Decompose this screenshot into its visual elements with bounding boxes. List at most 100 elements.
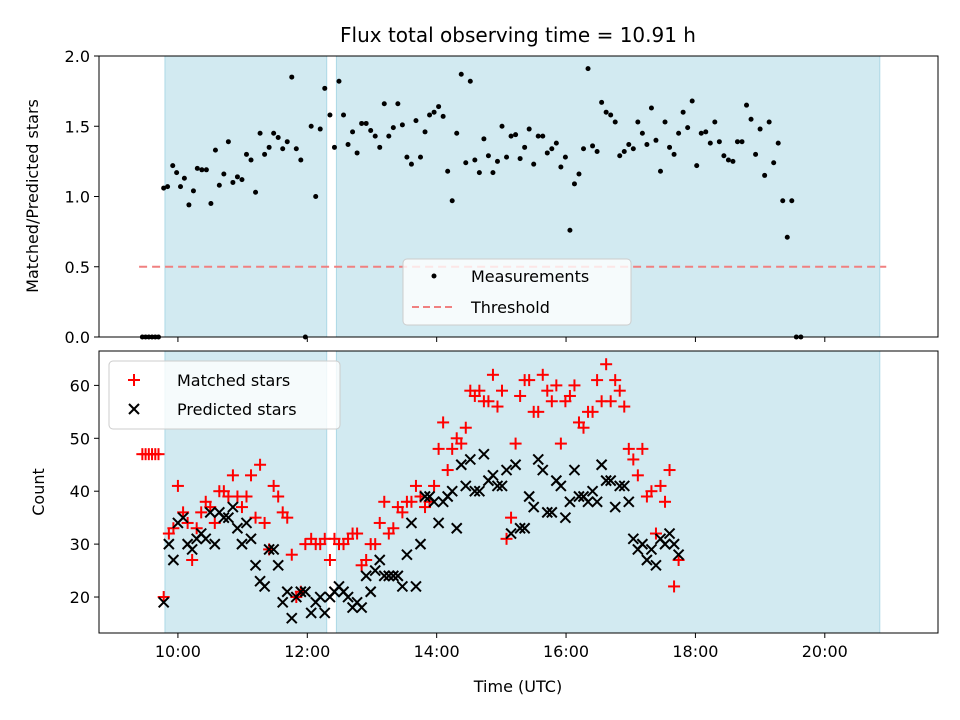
- matched-point: [267, 479, 280, 492]
- measurement-point: [293, 146, 299, 152]
- measurement-point: [662, 119, 668, 125]
- measurement-point: [653, 137, 659, 143]
- matched-point: [631, 469, 644, 482]
- matched-point: [536, 368, 549, 381]
- predicted-point: [555, 480, 567, 492]
- measurement-point: [558, 164, 564, 170]
- predicted-point: [396, 580, 409, 593]
- legend-threshold-label: Threshold: [470, 298, 550, 317]
- predicted-point: [360, 570, 372, 582]
- measurement-point: [784, 234, 790, 240]
- measurement-point: [408, 161, 414, 167]
- measurement-point: [549, 146, 555, 152]
- predicted-point: [378, 570, 390, 582]
- observing-window-1: [335, 350, 881, 634]
- legend-matched-marker: [128, 374, 140, 386]
- measurement-point: [635, 119, 641, 125]
- predicted-point: [672, 548, 685, 561]
- measurement-point: [657, 168, 663, 174]
- measurement-point: [322, 85, 328, 91]
- matched-point: [486, 368, 499, 381]
- measurement-points: [139, 66, 804, 340]
- predicted-point: [432, 517, 445, 529]
- matched-point: [482, 395, 495, 408]
- measurement-point: [734, 139, 740, 145]
- measurement-point: [775, 140, 781, 146]
- predicted-point: [518, 522, 531, 534]
- measurement-point: [234, 174, 240, 180]
- measurement-point: [562, 154, 568, 160]
- matched-point: [568, 379, 581, 392]
- legend-predicted-label: Predicted stars: [177, 400, 297, 419]
- matched-point: [409, 479, 422, 492]
- bottom-y-axis-label: Count: [29, 468, 48, 516]
- measurement-point: [617, 153, 623, 159]
- predicted-point: [496, 480, 508, 492]
- matched-point: [550, 379, 563, 392]
- measurement-point: [730, 158, 736, 164]
- measurement-point: [485, 153, 491, 159]
- predicted-point: [568, 464, 581, 476]
- matched-point: [441, 464, 454, 477]
- matched-point: [249, 511, 262, 524]
- bottom-ytick-label: 60: [70, 376, 90, 395]
- predicted-point: [663, 527, 676, 540]
- bottom-xtick-label: 18:00: [672, 642, 718, 661]
- measurement-point: [721, 153, 727, 159]
- predicted-point: [523, 490, 535, 503]
- measurement-point: [399, 122, 405, 128]
- measurement-point: [599, 99, 605, 105]
- predicted-point: [586, 485, 599, 497]
- measurement-point: [284, 139, 290, 145]
- predicted-point: [419, 490, 431, 503]
- matched-point: [208, 516, 221, 529]
- measurement-point: [230, 179, 236, 185]
- matched-point: [152, 448, 165, 461]
- predicted-point: [455, 459, 467, 471]
- matched-point: [281, 511, 294, 524]
- predicted-point: [514, 522, 526, 534]
- measurement-point: [748, 116, 754, 122]
- measurement-point: [422, 129, 428, 135]
- predicted-point: [204, 506, 216, 519]
- measurement-point: [463, 160, 469, 166]
- measurement-point: [327, 112, 333, 118]
- matched-point: [369, 538, 382, 551]
- predicted-point: [272, 559, 284, 571]
- matched-point: [405, 495, 418, 508]
- predicted-point: [401, 548, 413, 561]
- measurement-point: [676, 130, 682, 136]
- measurement-point: [517, 156, 523, 162]
- measurement-point: [440, 113, 446, 119]
- matched-point: [195, 506, 208, 519]
- predicted-point: [668, 538, 680, 550]
- measurement-point: [427, 112, 433, 118]
- measurement-point: [431, 109, 437, 115]
- predicted-point: [355, 601, 368, 614]
- top-legend: Measurements Threshold: [402, 258, 632, 326]
- matched-point: [272, 490, 285, 503]
- bottom-ytick-label: 20: [70, 588, 90, 607]
- predicted-point: [505, 527, 517, 540]
- measurement-point: [685, 125, 691, 131]
- bottom-xtick-label: 20:00: [802, 642, 848, 661]
- measurement-point: [644, 142, 650, 148]
- measurement-point: [689, 98, 695, 104]
- predicted-point: [392, 570, 404, 582]
- matched-point: [591, 374, 604, 387]
- top-y-axis: 0.0 0.5 1.0 1.5 2.0: [65, 47, 99, 347]
- predicted-point: [200, 533, 212, 545]
- predicted-point: [163, 538, 175, 550]
- measurement-point: [526, 126, 532, 132]
- matched-point: [254, 458, 267, 471]
- predicted-point: [305, 607, 317, 619]
- measurement-point: [698, 130, 704, 136]
- predicted-point: [428, 496, 440, 508]
- matched-point: [505, 511, 518, 524]
- predicted-point: [286, 612, 298, 624]
- top-y-axis-label: Matched/Predicted stars: [23, 99, 42, 293]
- predicted-point: [277, 596, 289, 609]
- matched-point: [360, 553, 373, 566]
- measurement-point: [359, 120, 365, 126]
- predicted-point: [618, 480, 630, 492]
